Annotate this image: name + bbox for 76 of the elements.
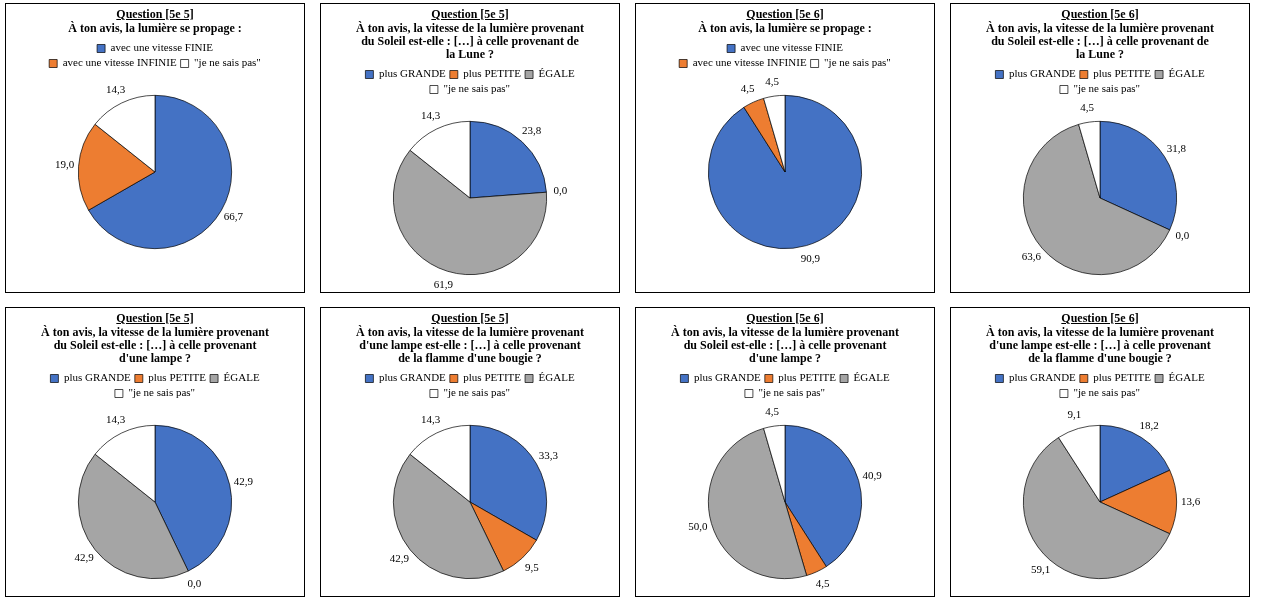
text: 0,0	[1175, 228, 1190, 241]
chart-subtitle: À ton avis, la vitesse de la lumière provenant d'une lampe est-elle : […] à celle provenant de la flamme d'une bougie ?	[355, 325, 585, 365]
data-label: 42,9	[74, 551, 95, 564]
data-label: 14,3	[106, 413, 126, 426]
chart-title: Question [5e 6]	[746, 7, 824, 22]
legend-label: ÉGALE	[538, 67, 575, 80]
data-label: 4,5	[815, 577, 830, 590]
chart-subtitle: À ton avis, la vitesse de la lumière provenant du Soleil est-elle : […] à celle provenant d'une lampe ?	[40, 325, 270, 365]
chart-subtitle: À ton avis, la vitesse de la lumière provenant du Soleil est-elle : […] à celle provenant d'une lampe ?	[670, 325, 900, 365]
data-label: 14,3	[421, 109, 441, 122]
legend-label: "je ne sais pas"	[443, 82, 511, 95]
legend-label: "je ne sais pas"	[758, 386, 826, 399]
data-label: 14,3	[421, 413, 441, 426]
legend-label: plus PETITE	[1093, 67, 1152, 80]
text: 0,0	[187, 576, 202, 589]
chart-subtitle: À ton avis, la vitesse de la lumière provenant d'une lampe est-elle : […] à celle provenant de la flamme d'une bougie ?	[985, 325, 1215, 365]
legend-label: avec une vitesse FINIE	[110, 41, 214, 54]
data-label: 4,5	[765, 405, 780, 418]
data-label: 9,5	[524, 561, 540, 574]
legend-label: plus GRANDE	[693, 371, 762, 384]
data-label: 18,2	[1139, 418, 1159, 431]
legend-label: plus PETITE	[778, 371, 837, 384]
legend-label: "je ne sais pas"	[824, 56, 891, 69]
text: 0,0	[553, 184, 568, 197]
legend-label: plus GRANDE	[1008, 67, 1077, 80]
data-label: 14,3	[106, 83, 126, 96]
legend-label: "je ne sais pas"	[128, 386, 196, 399]
legend-label: ÉGALE	[538, 371, 575, 384]
data-label: 13,6	[1181, 494, 1201, 507]
chart-title: Question [5e 6]	[1061, 311, 1139, 326]
legend-label: plus PETITE	[148, 371, 207, 384]
data-label: 23,8	[522, 124, 542, 137]
data-label: 59,1	[1031, 563, 1051, 576]
data-label: 50,0	[688, 520, 709, 533]
chart-title: Question [5e 5]	[116, 7, 194, 22]
chart-title: Question [5e 5]	[116, 311, 194, 326]
chart-subtitle: À ton avis, la vitesse de la lumière provenant du Soleil est-elle : […] à celle provenant de la Lune ?	[985, 21, 1215, 61]
chart-title: Question [5e 6]	[746, 311, 824, 326]
legend-label: avec une vitesse INFINIE	[692, 56, 807, 69]
data-label: 4,5	[765, 75, 780, 88]
data-label: 9,1	[1067, 407, 1082, 420]
legend-label: plus GRANDE	[378, 67, 447, 80]
legend-label: "je ne sais pas"	[1073, 386, 1141, 399]
data-label: 42,9	[233, 474, 254, 487]
data-label: 66,7	[223, 210, 244, 223]
legend-label: plus GRANDE	[378, 371, 447, 384]
legend-label: plus PETITE	[463, 371, 522, 384]
legend-label: avec une vitesse FINIE	[740, 41, 844, 54]
legend-label: plus PETITE	[1093, 371, 1152, 384]
legend-label: ÉGALE	[1168, 67, 1205, 80]
chart-title: Question [5e 5]	[431, 311, 509, 326]
data-label: 33,3	[538, 449, 559, 462]
legend-label: ÉGALE	[223, 371, 260, 384]
legend-label: plus GRANDE	[63, 371, 132, 384]
data-label: 40,9	[862, 469, 883, 482]
legend-label: "je ne sais pas"	[194, 56, 261, 69]
legend-label: plus GRANDE	[1008, 371, 1077, 384]
data-label: 61,9	[433, 277, 454, 290]
data-label: 90,9	[800, 251, 821, 264]
legend-label: "je ne sais pas"	[443, 386, 511, 399]
chart-subtitle: À ton avis, la vitesse de la lumière provenant du Soleil est-elle : […] à celle provenant de la Lune ?	[355, 21, 585, 61]
chart-title: Question [5e 5]	[431, 7, 509, 22]
chart-title: Question [5e 6]	[1061, 7, 1139, 22]
legend-label: ÉGALE	[853, 371, 890, 384]
chart-subtitle: À ton avis, la lumière se propage :	[67, 21, 243, 35]
data-label: 42,9	[389, 551, 410, 564]
legend-label: plus PETITE	[463, 67, 522, 80]
data-label: 31,8	[1166, 141, 1187, 154]
legend-label: avec une vitesse INFINIE	[62, 56, 177, 69]
chart-subtitle: À ton avis, la lumière se propage :	[697, 21, 873, 35]
legend-label: ÉGALE	[1168, 371, 1205, 384]
legend-label: "je ne sais pas"	[1073, 82, 1141, 95]
data-label: 4,5	[1080, 101, 1095, 114]
data-label: 63,6	[1021, 250, 1042, 263]
data-label: 19,0	[54, 158, 75, 171]
data-label: 4,5	[740, 82, 756, 95]
